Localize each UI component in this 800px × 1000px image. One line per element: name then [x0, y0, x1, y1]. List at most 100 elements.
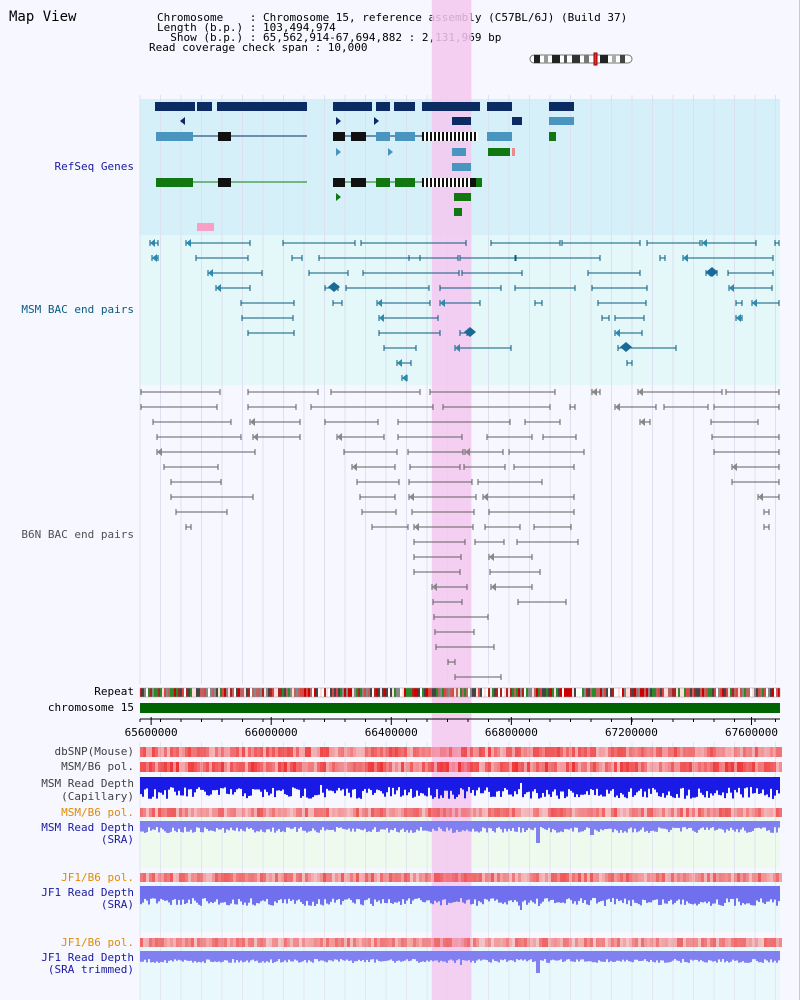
jf1-sra-depth-bar	[576, 886, 578, 905]
track-label-jf1-pol-2[interactable]: JF1/B6 pol.	[61, 936, 134, 949]
track-label-msm-pol-2[interactable]: MSM/B6 pol.	[61, 806, 134, 819]
repeat-element	[242, 688, 244, 697]
repeat-element	[244, 688, 246, 697]
jf1-pol2-density-cell	[671, 938, 674, 947]
msm-capillary-depth-bar	[348, 777, 350, 793]
jf1-sra-depth-bar	[608, 886, 610, 899]
track-label-jf1-depth-trim[interactable]: JF1 Read Depth	[41, 951, 134, 964]
dbsnp-density-cell	[323, 747, 326, 757]
msm-sra-depth-bar	[268, 821, 270, 830]
dbsnp-density-cell	[620, 747, 623, 757]
repeat-element	[516, 688, 518, 697]
jf1-pol-density-cell	[500, 873, 503, 882]
jf1-sra-depth-bar	[592, 886, 594, 898]
jf1-sra-depth-bar	[264, 886, 266, 902]
jf1-pol-density-cell	[170, 873, 173, 882]
msm-pol-density-cell	[398, 762, 401, 772]
dbsnp-density-cell	[353, 747, 356, 757]
track-label-msm-depth-sra-sub: (SRA)	[100, 833, 134, 846]
msm-pol-density-cell	[563, 762, 566, 772]
msm-pol2-density-cell	[638, 808, 641, 817]
msm-sra-depth-bar	[550, 821, 552, 833]
msm-pol-density-cell	[410, 762, 413, 772]
jf1-sra-depth-bar	[378, 886, 380, 901]
track-label-msm-bac[interactable]: MSM BAC end pairs	[21, 303, 134, 316]
jf1-trim-depth-bar	[384, 951, 386, 962]
msm-pol2-density-cell	[671, 808, 674, 817]
repeat-element	[206, 688, 208, 697]
msm-capillary-depth-bar	[636, 777, 638, 793]
jf1-pol-density-cell	[578, 873, 581, 882]
jf1-pol-density-cell	[278, 873, 281, 882]
jf1-trim-depth-bar	[710, 951, 712, 961]
dbsnp-density-cell	[734, 747, 737, 757]
msm-pol2-density-cell	[326, 808, 329, 817]
repeat-element	[528, 688, 530, 697]
msm-capillary-depth-bar	[240, 777, 242, 789]
dbsnp-density-cell	[344, 747, 347, 757]
gene-block	[197, 102, 212, 111]
b6n-bac-end-marker	[615, 403, 620, 411]
track-label-jf1-depth-sra[interactable]: JF1 Read Depth	[41, 886, 134, 899]
repeat-element	[434, 688, 436, 697]
jf1-trim-depth-bar	[630, 951, 632, 962]
repeat-element	[706, 688, 708, 697]
dbsnp-density-cell	[398, 747, 401, 757]
dbsnp-density-cell	[326, 747, 329, 757]
repeat-element	[464, 688, 466, 697]
track-label-b6n-bac[interactable]: B6N BAC end pairs	[21, 528, 134, 541]
msm-sra-depth-bar	[740, 821, 742, 830]
msm-pol2-density-cell	[653, 808, 656, 817]
jf1-trim-depth-bar	[412, 951, 414, 960]
jf1-pol-density-cell	[653, 873, 656, 882]
dbsnp-density-cell	[221, 747, 224, 757]
repeat-element	[168, 688, 170, 697]
jf1-pol2-density-cell	[701, 938, 704, 947]
dbsnp-density-cell	[194, 747, 197, 757]
jf1-trim-depth-bar	[498, 951, 500, 963]
msm-capillary-depth-bar	[266, 777, 268, 792]
msm-capillary-depth-bar	[592, 777, 594, 790]
track-label-msm-depth-cap[interactable]: MSM Read Depth	[41, 777, 134, 790]
msm-pol2-density-cell	[155, 808, 158, 817]
msm-capillary-depth-bar	[202, 777, 204, 790]
dbsnp-density-cell	[308, 747, 311, 757]
jf1-sra-depth-bar	[618, 886, 620, 901]
jf1-pol-density-cell	[320, 873, 323, 882]
jf1-pol2-density-cell	[224, 938, 227, 947]
dbsnp-density-cell	[692, 747, 695, 757]
repeat-element	[284, 688, 286, 697]
gene-block	[440, 132, 442, 141]
track-label-jf1-pol[interactable]: JF1/B6 pol.	[61, 871, 134, 884]
b6n-bac-end-marker	[732, 463, 737, 471]
jf1-sra-depth-bar	[216, 886, 218, 900]
msm-capillary-depth-bar	[474, 777, 476, 796]
chromosome-ideogram[interactable]	[528, 52, 636, 66]
track-label-chromosome[interactable]: chromosome 15	[47, 701, 134, 714]
msm-capillary-depth-bar	[512, 777, 514, 797]
track-label-msm-depth-sra[interactable]: MSM Read Depth	[41, 821, 134, 834]
dbsnp-density-cell	[761, 747, 764, 757]
track-label-dbsnp[interactable]: dbSNP(Mouse)	[54, 745, 134, 758]
repeat-element	[324, 688, 326, 697]
pseudogene-block	[197, 223, 214, 231]
msm-sra-depth-bar	[708, 821, 710, 830]
repeat-element	[500, 688, 502, 697]
jf1-trim-depth-bar	[156, 951, 158, 962]
track-label-refseq[interactable]: RefSeq Genes	[54, 160, 134, 173]
repeat-element	[370, 688, 372, 697]
track-label-repeat[interactable]: Repeat	[94, 685, 134, 698]
msm-pol2-density-cell	[443, 808, 446, 817]
jf1-trim-depth-bar	[516, 951, 518, 960]
track-label-jf1-depth-sra-sub: (SRA)	[100, 898, 134, 911]
jf1-sra-depth-bar	[256, 886, 258, 904]
repeat-element	[568, 688, 570, 697]
msm-capillary-depth-bar	[382, 777, 384, 794]
msm-sra-depth-bar	[424, 821, 426, 831]
msm-pol-density-cell	[263, 762, 266, 772]
track-label-msm-pol[interactable]: MSM/B6 pol.	[61, 760, 134, 773]
jf1-trim-depth-bar	[332, 951, 334, 962]
repeat-element	[342, 688, 344, 697]
repeat-element	[584, 688, 586, 697]
